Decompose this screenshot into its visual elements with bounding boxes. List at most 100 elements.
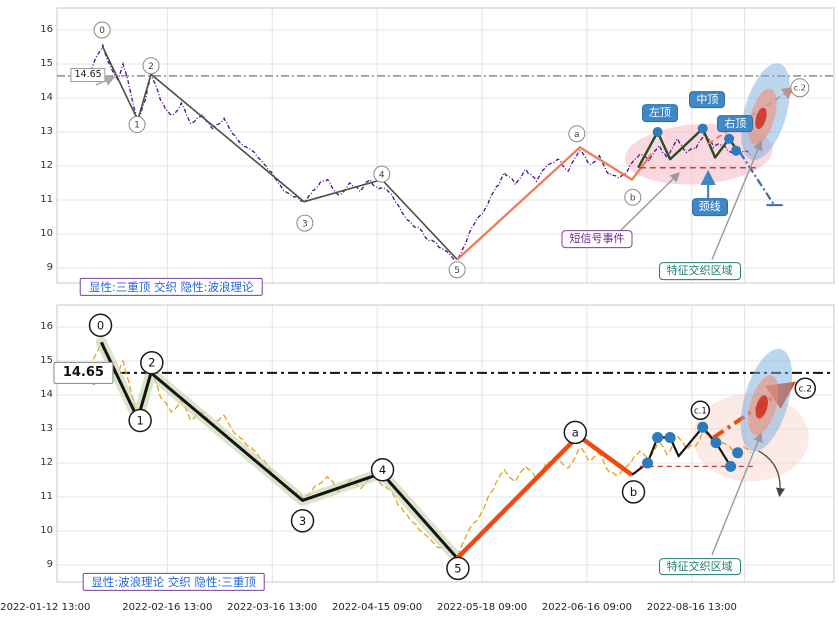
wave-label-1: 1: [128, 116, 146, 134]
price-series: [89, 341, 752, 558]
panel-top: 0 1 2 3 4 5 a b c.2 9 10 11 12 13 14 15 16 14.65 左顶 中顶 右顶 颈线…: [0, 0, 839, 302]
x-tick-label: 2022-02-16 13:00: [122, 602, 213, 613]
pattern-peak-dot: [725, 460, 737, 472]
y-tick-label: 14: [40, 389, 53, 400]
svg-text:5: 5: [454, 266, 460, 276]
x-axis: 2022-01-12 13:00 2022-02-16 13:00 2022-03-…: [0, 600, 839, 617]
highlight-ellipse: [755, 107, 767, 130]
wave-label-a: a: [563, 420, 588, 445]
svg-text:1: 1: [136, 414, 143, 428]
wave-label-a: a: [568, 125, 586, 143]
y-tick-label: 15: [40, 58, 53, 69]
x-tick-label: 2022-05-18 09:00: [436, 602, 528, 613]
wave-label-4: 4: [373, 165, 391, 183]
chart-top-canvas: 0 1 2 3 4 5 a b c.2: [56, 7, 835, 284]
annotation-arrow: [711, 140, 763, 260]
short-signal-label: 短信号事件: [561, 230, 633, 248]
wave-label-0: 0: [88, 313, 113, 338]
y-tick-label: 16: [40, 321, 53, 332]
y-tick-label: 14: [40, 92, 53, 103]
wave-label-3: 3: [296, 214, 314, 232]
pattern-peak-dot: [664, 432, 676, 443]
y-tick-label: 11: [40, 194, 53, 205]
caption: 显性:波浪理论 交织 隐性:三重顶: [82, 572, 265, 592]
y-tick-label: 10: [40, 525, 53, 536]
svg-text:2: 2: [148, 62, 154, 72]
pattern-peak-dot: [697, 421, 709, 433]
annotation-arrow: [711, 432, 763, 556]
feature-zone-label: 特征交织区域: [658, 557, 741, 576]
svg-text:3: 3: [302, 219, 308, 229]
left-top-label: 左顶: [642, 105, 677, 122]
wave-label-5: 5: [446, 556, 470, 581]
wave-label-5: 5: [448, 261, 466, 279]
price-level-label: 14.65: [70, 68, 106, 83]
impulse-wave-line: [102, 46, 458, 261]
price-series: [89, 43, 752, 261]
mid-top-label: 中顶: [690, 91, 725, 108]
x-tick-label: 2022-03-16 13:00: [227, 602, 318, 613]
pattern-peak-dot: [697, 123, 708, 134]
svg-text:c.1: c.1: [694, 406, 707, 416]
y-tick-label: 9: [46, 559, 53, 570]
wave-label-0: 0: [93, 21, 111, 39]
feature-zone-label: 特征交织区域: [658, 262, 741, 281]
wave-label-c.2: c.2: [794, 377, 817, 399]
plot-border: [56, 7, 835, 284]
y-tick-label: 12: [40, 160, 53, 171]
y-tick-label: 9: [46, 262, 53, 273]
corrective-wave-line: [456, 146, 653, 261]
y-tick-label: 11: [40, 491, 53, 502]
wave-label-b: b: [624, 188, 642, 206]
y-tick-label: 15: [40, 355, 53, 366]
pattern-peak-dot: [652, 127, 663, 137]
neckline-label: 颈线: [692, 198, 727, 215]
right-top-label: 右顶: [718, 115, 753, 132]
pattern-peak-dot: [732, 447, 744, 459]
breakdown-line: [739, 151, 776, 206]
plot-border: [56, 304, 835, 583]
svg-text:4: 4: [379, 463, 386, 477]
annotation-arrow: [618, 172, 680, 233]
svg-text:c.2: c.2: [798, 384, 812, 394]
svg-text:1: 1: [134, 121, 140, 131]
svg-text:4: 4: [379, 170, 385, 180]
pattern-peak-dot: [642, 457, 654, 469]
x-tick-label: 2022-08-16 13:00: [646, 602, 737, 613]
y-tick-label: 13: [40, 423, 53, 434]
y-tick-label: 16: [40, 24, 53, 35]
annotation-arrow: [758, 450, 786, 498]
highlight-ellipse: [755, 395, 768, 419]
wave-label-1: 1: [128, 408, 152, 433]
y-tick-label: 10: [40, 228, 53, 239]
chart-bottom-canvas: 0 1 2 3 4 5 a b c.1 c.2: [56, 304, 835, 583]
pattern-peak-dot: [652, 432, 664, 443]
price-level-label: 14.65: [53, 361, 113, 385]
y-tick-label: 13: [40, 126, 53, 137]
x-tick-label: 2022-01-12 13:00: [0, 602, 91, 613]
svg-text:5: 5: [454, 561, 461, 575]
impulse-wave-line: [99, 341, 459, 560]
wave-label-4: 4: [370, 458, 395, 482]
pattern-peak-dot: [724, 133, 735, 144]
caption: 显性:三重顶 交织 隐性:波浪理论: [79, 277, 263, 296]
svg-text:2: 2: [148, 356, 155, 370]
panel-bottom: 0 1 2 3 4 5 a b c.1 c.2 9 10 11 12 13 14 15 16 14.65 特征交织区…: [0, 302, 839, 600]
svg-text:a: a: [574, 130, 580, 140]
x-tick-label: 2022-06-16 09:00: [541, 602, 632, 613]
wave-label-3: 3: [290, 509, 315, 533]
wave-label-2: 2: [142, 57, 160, 75]
svg-text:0: 0: [99, 26, 105, 36]
x-tick-label: 2022-04-15 09:00: [332, 602, 423, 613]
wave-label-c.2: c.2: [790, 78, 810, 98]
svg-text:a: a: [572, 425, 579, 439]
wave-label-c.1: c.1: [690, 400, 711, 421]
svg-text:0: 0: [97, 318, 104, 332]
svg-text:3: 3: [299, 514, 306, 528]
y-tick-label: 12: [40, 457, 53, 468]
svg-text:b: b: [630, 485, 637, 499]
pattern-peak-dot: [731, 145, 742, 156]
wave-label-b: b: [621, 480, 646, 504]
svg-text:c.2: c.2: [794, 84, 806, 93]
